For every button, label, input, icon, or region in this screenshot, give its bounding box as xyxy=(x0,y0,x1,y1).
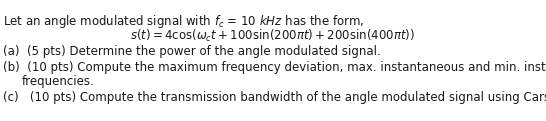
Text: (a)  (5 pts) Determine the power of the angle modulated signal.: (a) (5 pts) Determine the power of the a… xyxy=(3,45,381,58)
Text: (c)   (10 pts) Compute the transmission bandwidth of the angle modulated signal : (c) (10 pts) Compute the transmission ba… xyxy=(3,91,546,104)
Text: Let an angle modulated signal with $f_c$ = 10 $kHz$ has the form,: Let an angle modulated signal with $f_c$… xyxy=(3,13,364,30)
Text: frequencies.: frequencies. xyxy=(22,75,95,88)
Text: (b)  (10 pts) Compute the maximum frequency deviation, max. instantaneous and mi: (b) (10 pts) Compute the maximum frequen… xyxy=(3,61,546,74)
Text: $s(t) = 4\cos(\omega_c t + 100\sin(200\pi t) + 200\sin(400\pi t))$: $s(t) = 4\cos(\omega_c t + 100\sin(200\p… xyxy=(130,28,416,44)
